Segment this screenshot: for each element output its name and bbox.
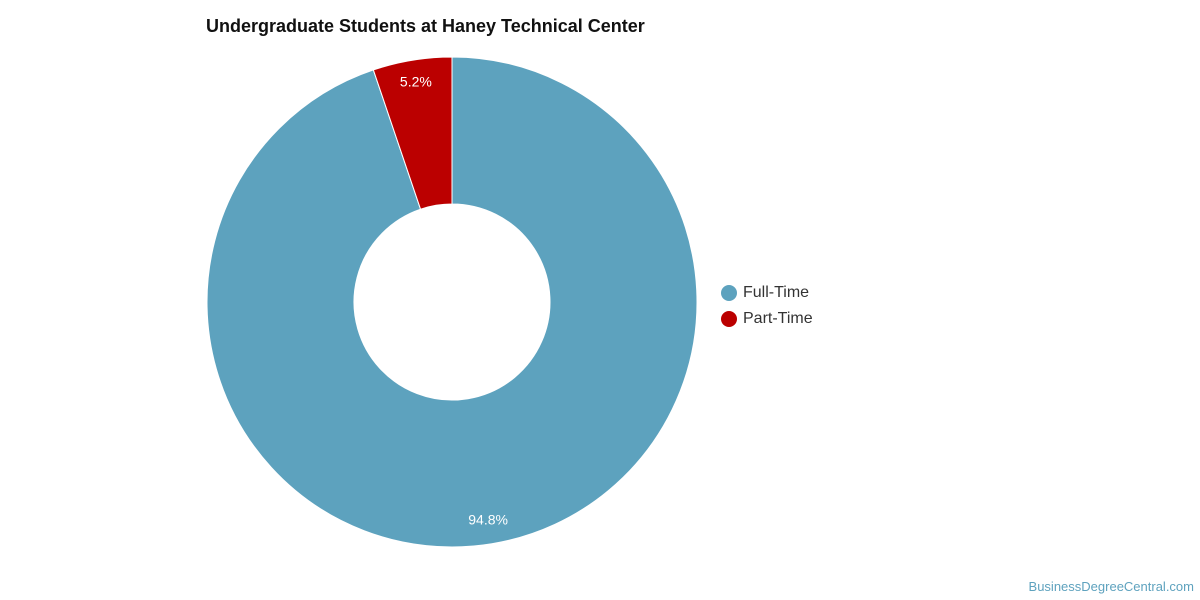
chart-title: Undergraduate Students at Haney Technica… — [206, 16, 645, 36]
slice-full-time[interactable] — [206, 56, 698, 548]
legend-swatch-full-time — [721, 285, 737, 301]
slice-part-time[interactable] — [372, 56, 453, 210]
legend: Full-Time Part-Time — [721, 280, 813, 332]
legend-item-full-time[interactable]: Full-Time — [721, 280, 813, 306]
legend-item-part-time[interactable]: Part-Time — [721, 306, 813, 332]
legend-label-full-time: Full-Time — [743, 284, 810, 301]
data-label-part-time: 5.2% — [400, 74, 432, 90]
data-label-full-time: 94.8% — [468, 512, 508, 528]
legend-label-part-time: Part-Time — [743, 310, 813, 327]
source-watermark: BusinessDegreeCentral.com — [1028, 579, 1194, 594]
legend-swatch-part-time — [721, 311, 737, 327]
